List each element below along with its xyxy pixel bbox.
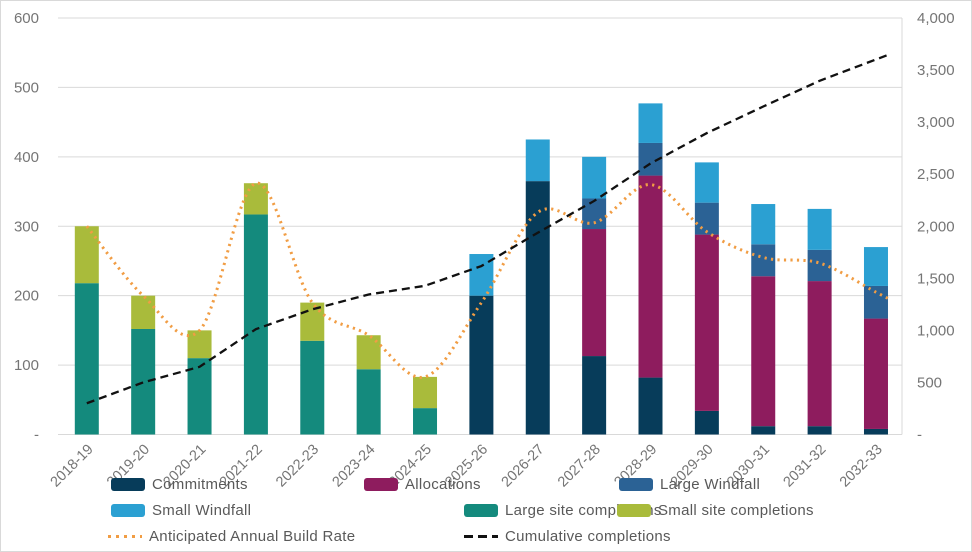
left-axis-tick: 100 [14, 357, 39, 374]
legend-item-anticipated-annual-build-rate: Anticipated Annual Build Rate [108, 528, 355, 545]
legend-item-allocations: Allocations [364, 476, 481, 493]
bar-segment-small-site-completions [413, 376, 438, 409]
right-axis-tick: 3,000 [917, 114, 955, 131]
bar-segment-large-windfall [694, 202, 719, 235]
small-site-completions-swatch-icon [617, 504, 651, 517]
allocations-swatch-icon [364, 478, 398, 491]
bar-segment-allocations [751, 276, 776, 427]
bar-segment-large-site-completions [300, 340, 325, 435]
legend-label: Anticipated Annual Build Rate [149, 528, 356, 545]
left-axis-tick: 200 [14, 288, 39, 305]
bar-segment-large-site-completions [74, 283, 99, 435]
legend-item-cumulative-completions: Cumulative completions [464, 528, 671, 545]
legend-label: Allocations [405, 476, 481, 493]
legend-label: Small site completions [658, 502, 814, 519]
right-axis-tick: 3,500 [917, 62, 955, 79]
legend-label: Commitments [152, 476, 248, 493]
large-site-completions-swatch-icon [464, 504, 498, 517]
commitments-swatch-icon [111, 478, 145, 491]
bar-segment-large-site-completions [243, 214, 268, 435]
right-axis-tick: 1,500 [917, 270, 955, 287]
bar-segment-small-windfall [751, 204, 776, 245]
bar-segment-large-site-completions [131, 328, 156, 435]
bar-segment-small-windfall [525, 139, 550, 182]
bar-segment-allocations [582, 229, 607, 357]
legend-item-small-site-completions: Small site completions [617, 502, 814, 519]
right-axis-tick: 4,000 [917, 10, 955, 27]
large-windfall-swatch-icon [619, 478, 653, 491]
bar-segment-commitments [863, 428, 888, 435]
bar-segment-small-site-completions [131, 295, 156, 329]
legend-item-commitments: Commitments [111, 476, 248, 493]
bar-segment-commitments [751, 426, 776, 435]
bar-segment-commitments [807, 426, 832, 435]
bar-segment-small-windfall [807, 208, 832, 250]
bar-segment-commitments [582, 356, 607, 435]
legend-item-large-windfall: Large Windfall [619, 476, 760, 493]
left-axis-tick: - [34, 427, 39, 444]
bar-segment-small-site-completions [74, 226, 99, 284]
x-axis-label: 2031-32 [780, 442, 829, 491]
x-axis-label: 2018-19 [48, 442, 97, 491]
x-axis-label: 2027-28 [555, 442, 604, 491]
line-anticipated-annual-build-rate [85, 181, 891, 379]
bar-segment-small-windfall [638, 103, 663, 143]
bar-segment-large-windfall [807, 249, 832, 282]
bar-segment-commitments [694, 410, 719, 435]
bar-segment-allocations [694, 234, 719, 411]
bar-segment-commitments [469, 295, 494, 435]
dashed-line-swatch-icon [464, 535, 498, 538]
right-axis-tick: 2,500 [917, 166, 955, 183]
bar-segment-small-windfall [863, 247, 888, 286]
legend-label: Small Windfall [152, 502, 252, 519]
dotted-line-swatch-icon [108, 535, 142, 538]
legend-label: Cumulative completions [505, 528, 671, 545]
small-windfall-swatch-icon [111, 504, 145, 517]
left-axis-tick: 500 [14, 79, 39, 96]
left-axis-tick: 600 [14, 10, 39, 27]
legend-label: Large Windfall [660, 476, 761, 493]
left-axis-tick: 400 [14, 149, 39, 166]
x-axis-label: 2032-33 [837, 442, 886, 491]
bar-segment-small-windfall [582, 156, 607, 199]
right-axis-tick: 500 [917, 374, 942, 391]
bar-segment-commitments [525, 181, 550, 435]
bar-segment-small-site-completions [187, 330, 212, 359]
bar-segment-large-site-completions [187, 358, 212, 435]
x-axis-label: 2022-23 [273, 442, 322, 491]
bar-segment-large-site-completions [413, 408, 438, 435]
bar-segment-large-windfall [582, 198, 607, 230]
left-axis-tick: 300 [14, 218, 39, 235]
bar-segment-small-windfall [694, 162, 719, 203]
right-axis-tick: - [917, 427, 922, 444]
bar-segment-allocations [638, 175, 663, 378]
legend-item-small-windfall: Small Windfall [111, 502, 251, 519]
bar-segment-commitments [638, 377, 663, 435]
right-axis-tick: 2,000 [917, 218, 955, 235]
bar-segment-allocations [863, 318, 888, 429]
bar-segment-small-site-completions [300, 302, 325, 341]
bar-segment-large-site-completions [356, 369, 381, 435]
bar-segment-allocations [807, 281, 832, 427]
x-axis-label: 2026-27 [499, 442, 548, 491]
right-axis-tick: 1,000 [917, 322, 955, 339]
